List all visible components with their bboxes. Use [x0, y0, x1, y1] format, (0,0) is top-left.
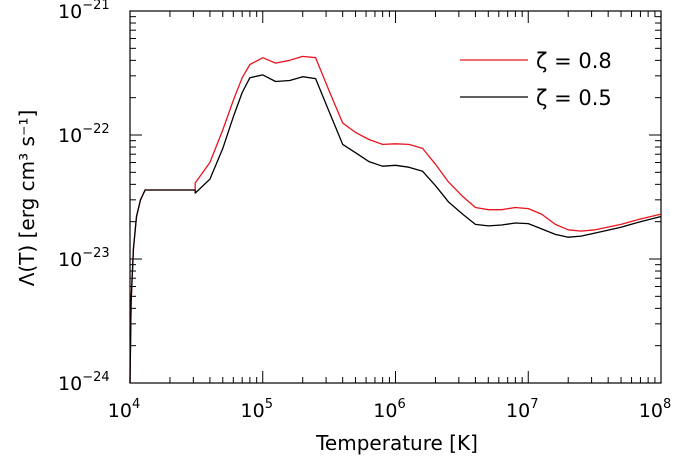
minor-ticks	[130, 11, 661, 383]
y-axis-label: Λ(T) [erg cm³ s⁻¹]	[15, 110, 39, 287]
y-tick-label: 10−23	[58, 246, 110, 271]
legend: ζ = 0.8 ζ = 0.5	[460, 49, 612, 110]
x-tick-label: 105	[241, 397, 273, 422]
x-tick-label: 104	[108, 397, 140, 422]
major-ticks	[129, 10, 662, 384]
x-tick-label: 108	[639, 397, 671, 422]
y-tick-label: 10−21	[58, 0, 110, 23]
legend-label-2: ζ = 0.5	[536, 86, 612, 110]
x-axis-label: Temperature [K]	[315, 431, 478, 455]
series-layer	[129, 55, 662, 384]
y-tick-label: 10−24	[58, 370, 110, 395]
tick-labels: 104 105 106 107 108 10−24 10−23 10−22 10−21	[58, 0, 671, 422]
x-tick-label: 106	[373, 397, 405, 422]
x-tick-label: 107	[506, 397, 538, 422]
series-line-2	[129, 74, 662, 384]
y-tick-label: 10−22	[58, 122, 110, 147]
legend-label-1: ζ = 0.8	[536, 49, 612, 73]
